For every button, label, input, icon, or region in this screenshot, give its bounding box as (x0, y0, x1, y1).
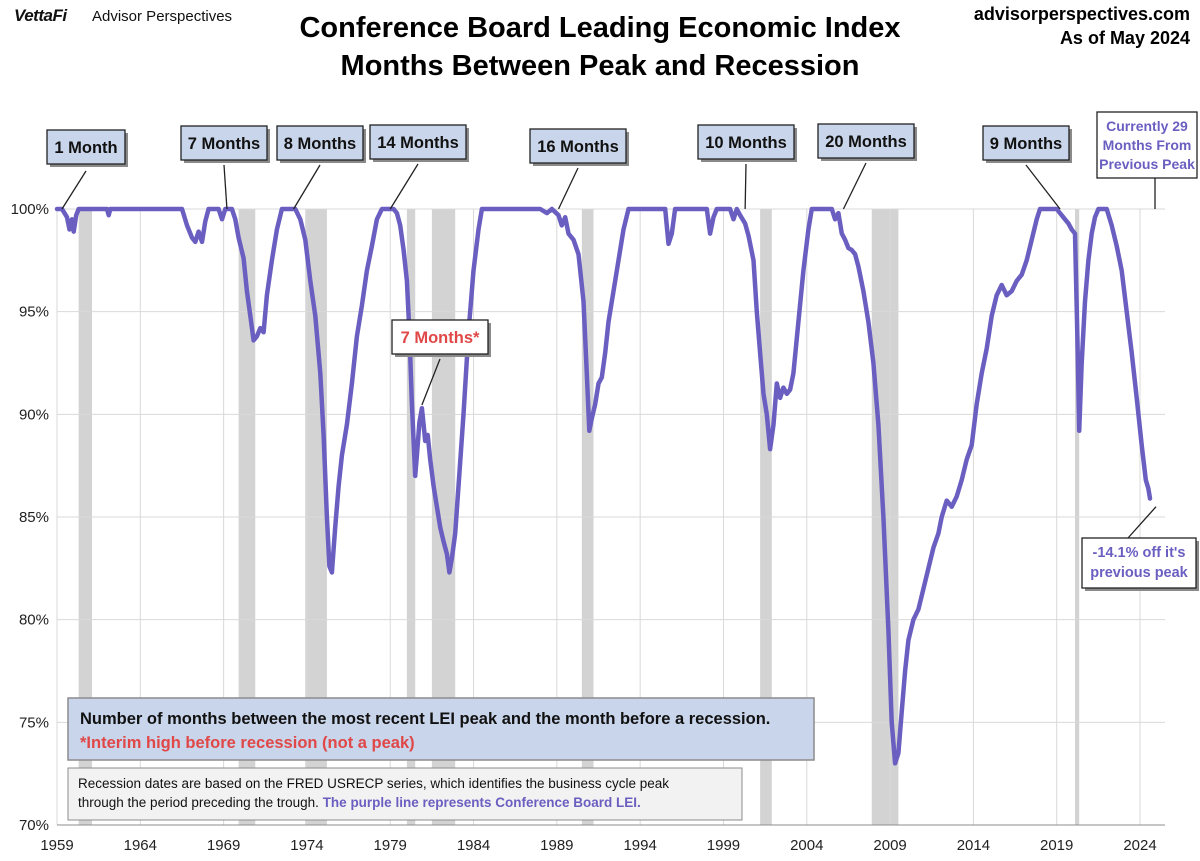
x-tick-label: 2004 (790, 837, 823, 854)
callout-leader (293, 164, 321, 210)
x-tick-label: 2024 (1123, 837, 1156, 854)
callout-leader (557, 167, 579, 210)
footnote-group: Recession dates are based on the FRED US… (67, 767, 743, 821)
footnote-line2-highlight: The purple line represents Conference Bo… (323, 795, 641, 810)
callout-label: 14 Months (377, 134, 459, 152)
y-tick-label: 100% (11, 201, 49, 218)
callout-leader (389, 163, 419, 210)
callout-label: 7 Months (188, 135, 260, 153)
x-tick-label: 1979 (374, 837, 407, 854)
callout-label: 20 Months (825, 133, 907, 151)
legend-box (67, 697, 815, 761)
x-tick-label: 1974 (290, 837, 323, 854)
x-tick-label: 1989 (540, 837, 573, 854)
x-tick-label: 1994 (623, 837, 656, 854)
footnote-line2: through the period preceding the trough.… (78, 795, 641, 810)
y-tick-label: 75% (19, 714, 49, 731)
x-tick-label: 2014 (957, 837, 990, 854)
legend-line1: Number of months between the most recent… (80, 710, 770, 728)
current-callout-line: Currently 29 (1106, 118, 1188, 134)
callout-leader (842, 162, 867, 210)
current-callout-line: Previous Peak (1099, 156, 1195, 172)
series (54, 206, 1153, 766)
decline-callout-leader (1127, 506, 1157, 539)
x-tick-label: 2009 (873, 837, 906, 854)
callout-leader (223, 164, 228, 210)
callout-leader (744, 163, 747, 210)
decline-callout-label: -14.1% off it's previous peak (1090, 545, 1188, 581)
chart-title-line1: Conference Board Leading Economic Index (299, 12, 901, 44)
x-tick-label: 1959 (40, 837, 73, 854)
callout-box (46, 129, 126, 165)
callout-label: 9 Months (990, 135, 1062, 153)
x-tick-label: 1964 (124, 837, 157, 854)
callout-box (697, 124, 795, 160)
decline-callout-line: previous peak (1090, 565, 1188, 581)
x-tick-label: 1969 (207, 837, 240, 854)
current-callout-line: Months From (1103, 137, 1192, 153)
callout-box (817, 123, 915, 159)
callout-box (180, 125, 268, 161)
current-callout-label: Currently 29 Months From Previous Peak (1099, 118, 1195, 172)
chart-title-line2: Months Between Peak and Recession (340, 50, 860, 82)
as-of-date: As of May 2024 (1059, 28, 1190, 48)
callout-box (529, 128, 627, 164)
decline-callout-box (1081, 537, 1197, 589)
callout-box (391, 319, 489, 355)
legend-line2: *Interim high before recession (not a pe… (80, 734, 415, 752)
y-tick-label: 80% (19, 612, 49, 629)
x-tick-label: 2019 (1040, 837, 1073, 854)
y-tick-label: 90% (19, 406, 49, 423)
footnote-line2-text: through the period preceding the trough. (78, 795, 323, 810)
callout-box (369, 124, 467, 160)
decline-callout-line: -14.1% off it's (1093, 545, 1186, 561)
x-tick-label: 1999 (707, 837, 740, 854)
axes: 70% 75% 80% 85% 90% 95% 100% 1959 1964 1969 1974 19… (11, 201, 1165, 854)
publisher-name: Advisor Perspectives (92, 8, 233, 25)
annotations: 1 Month 7 Months 8 Months 14 Months 7 Months… (46, 111, 1199, 591)
vettafi-logo: VettaFi (14, 6, 67, 25)
x-tick-label: 1984 (457, 837, 490, 854)
callout-label: 10 Months (705, 134, 787, 152)
footnote-line1: Recession dates are based on the FRED US… (78, 776, 669, 791)
callout-box (276, 125, 364, 161)
footnote-box (67, 767, 743, 821)
callout-box (982, 125, 1070, 161)
callout-leader (1025, 164, 1061, 210)
y-tick-label: 85% (19, 509, 49, 526)
callout-leader (421, 358, 441, 406)
callout-label: 7 Months* (401, 329, 480, 347)
callout-label: 1 Month (54, 139, 117, 157)
callout-label: 16 Months (537, 138, 619, 156)
site-url: advisorperspectives.com (973, 4, 1190, 24)
y-tick-label: 95% (19, 304, 49, 321)
callout-leader (61, 170, 87, 210)
current-callout-box (1096, 111, 1198, 179)
y-tick-label: 70% (19, 817, 49, 834)
callout-label: 8 Months (284, 135, 356, 153)
legend-box-group: Number of months between the most recent… (67, 697, 815, 761)
lei-line (54, 206, 1153, 766)
